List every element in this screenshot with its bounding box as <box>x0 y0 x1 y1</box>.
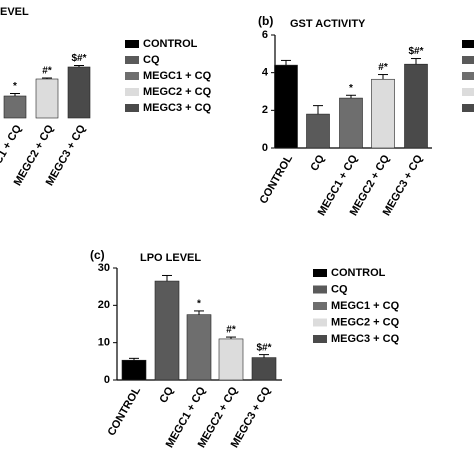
bar <box>251 357 277 381</box>
bar <box>35 78 59 119</box>
legend-label: CONTROL <box>331 267 386 279</box>
x-tick-label: CONTROL <box>106 385 144 438</box>
annotation: $#* <box>408 46 423 57</box>
y-tick-label: 6 <box>262 29 268 41</box>
annotation: #* <box>42 66 52 77</box>
bar <box>371 78 395 149</box>
bar <box>218 338 244 381</box>
annotation: $#* <box>256 342 271 353</box>
annotation: * <box>13 81 17 92</box>
legend-label: MEGC2 + CQ <box>143 86 212 98</box>
y-tick-label: 0 <box>262 142 268 154</box>
y-tick-label: 0 <box>104 374 110 386</box>
legend-swatch <box>313 335 327 343</box>
annotation: * <box>349 83 353 94</box>
legend-swatch <box>462 104 474 112</box>
annotation: * <box>197 299 201 310</box>
legend-swatch <box>313 302 327 310</box>
legend-label: MEGC2 + CQ <box>331 316 400 328</box>
bar <box>121 359 147 381</box>
legend-swatch <box>125 104 139 112</box>
bar <box>3 95 27 119</box>
legend-swatch <box>462 56 474 64</box>
legend-swatch <box>125 72 139 80</box>
y-tick-label: 20 <box>98 299 110 311</box>
legend-label: CONTROL <box>143 38 198 50</box>
legend-swatch <box>125 88 139 96</box>
x-tick-label: CONTROL <box>258 153 296 206</box>
bar <box>339 97 363 149</box>
legend-swatch <box>462 88 474 96</box>
legend-swatch <box>462 40 474 48</box>
annotation: #* <box>378 62 388 73</box>
legend-label: MEGC3 + CQ <box>143 102 212 114</box>
legend-label: MEGC1 + CQ <box>331 300 400 312</box>
x-tick-label: CQ <box>157 385 176 406</box>
legend-swatch <box>313 318 327 327</box>
legend-swatch <box>125 56 139 64</box>
legend-swatch <box>313 269 327 277</box>
bar <box>306 113 330 149</box>
panel-label: (b) <box>258 14 273 28</box>
chart-title: EVEL <box>0 6 29 18</box>
bar <box>154 280 180 381</box>
panel-label: (c) <box>90 248 105 262</box>
y-tick-label: 2 <box>262 104 268 116</box>
bar <box>274 64 298 149</box>
bar <box>404 63 428 149</box>
chart-title: LPO LEVEL <box>140 252 201 264</box>
bar <box>186 314 212 381</box>
legend-label: MEGC1 + CQ <box>143 70 212 82</box>
legend-label: CQ <box>331 283 348 295</box>
y-tick-label: 30 <box>98 262 110 274</box>
x-tick-label: CQ <box>308 153 327 174</box>
y-tick-label: 4 <box>262 67 269 79</box>
chart-title: GST ACTIVITY <box>290 18 366 30</box>
legend-swatch <box>462 72 474 80</box>
annotation: #* <box>226 325 236 336</box>
bar <box>67 66 91 119</box>
legend-label: CQ <box>143 54 160 66</box>
annotation: $#* <box>71 53 86 64</box>
y-tick-label: 10 <box>98 337 110 349</box>
legend-swatch <box>125 40 139 48</box>
legend-label: MEGC3 + CQ <box>331 333 400 345</box>
legend-swatch <box>313 285 327 294</box>
